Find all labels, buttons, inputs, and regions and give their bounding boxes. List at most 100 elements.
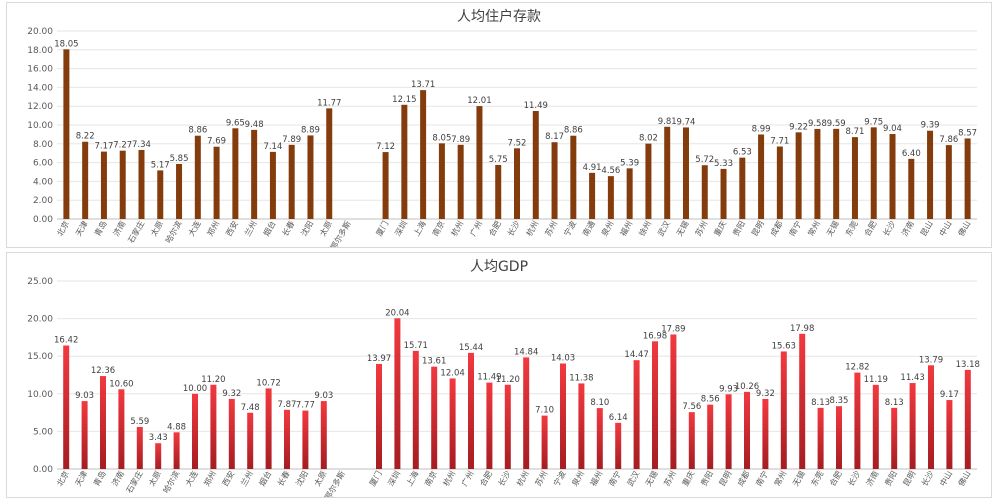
bar — [192, 393, 198, 469]
category-label: 南京 — [430, 219, 447, 238]
category-label: 郑州 — [201, 469, 218, 488]
bar — [210, 384, 217, 469]
bar — [382, 152, 389, 219]
data-label: 12.82 — [845, 363, 869, 373]
category-label: 成都 — [735, 469, 752, 488]
data-label: 9.32 — [756, 389, 775, 399]
category-label: 长沙 — [845, 469, 862, 488]
bar — [420, 90, 427, 219]
category-label: 武汉 — [625, 469, 642, 488]
y-tick-label: 4.00 — [33, 177, 53, 187]
category-label: 福州 — [619, 220, 635, 238]
data-label: 14.03 — [551, 353, 575, 363]
data-label: 5.59 — [130, 417, 149, 427]
y-tick-label: 16.00 — [27, 65, 53, 75]
category-label: 合肥 — [862, 219, 879, 238]
category-label: 昆明 — [902, 470, 918, 488]
bar — [63, 345, 70, 469]
category-label: 兰州 — [238, 469, 255, 488]
category-label: 太原 — [148, 219, 165, 238]
data-label: 16.98 — [643, 331, 667, 341]
bar — [486, 382, 493, 469]
category-label: 济南 — [111, 219, 128, 238]
category-label: 长沙 — [881, 219, 898, 238]
data-label: 7.69 — [207, 137, 226, 147]
data-label: 7.71 — [770, 137, 789, 147]
category-label: 长沙 — [919, 469, 936, 488]
data-label: 9.65 — [226, 118, 245, 128]
category-label: 太原 — [317, 219, 334, 238]
bar — [288, 144, 295, 219]
data-label: 8.22 — [76, 132, 95, 142]
category-label: 泉州 — [599, 219, 616, 238]
y-tick-label: 2.00 — [33, 196, 53, 206]
category-label: 北京 — [54, 469, 71, 488]
category-label: 成都 — [768, 219, 785, 238]
data-label: 9.03 — [75, 391, 94, 401]
data-label: 10.60 — [109, 379, 133, 389]
data-label: 9.59 — [827, 119, 846, 129]
data-label: 6.53 — [733, 148, 752, 158]
data-label: 15.71 — [404, 341, 428, 351]
data-label: 8.17 — [545, 132, 564, 142]
bar — [468, 352, 474, 469]
category-label: 南通 — [580, 219, 597, 238]
category-label: 青岛 — [91, 469, 108, 488]
bar — [909, 383, 916, 469]
category-label: 合肥 — [827, 469, 844, 488]
data-label: 12.36 — [91, 366, 115, 376]
data-label: 5.39 — [620, 158, 639, 168]
category-label: 济南 — [899, 219, 916, 238]
data-label: 3.43 — [149, 433, 168, 443]
category-label: 无锡 — [825, 220, 841, 238]
data-label: 8.99 — [752, 124, 771, 134]
category-label: 泉州 — [569, 469, 586, 488]
category-label: 长春 — [275, 469, 292, 488]
category-label: 上海 — [404, 469, 421, 488]
bar — [720, 168, 727, 219]
bar — [762, 398, 769, 469]
data-label: 10.72 — [256, 378, 280, 388]
data-label: 16.42 — [54, 336, 78, 346]
y-tick-label: 15.00 — [27, 352, 53, 362]
bar — [269, 151, 276, 219]
bar — [551, 142, 558, 219]
bar — [652, 341, 658, 469]
category-label: 杭州 — [449, 219, 466, 238]
bar — [118, 389, 125, 469]
data-label: 5.85 — [170, 154, 189, 164]
category-label: 南京 — [422, 469, 439, 488]
bar — [495, 164, 502, 219]
bar — [173, 432, 180, 469]
data-label: 9.81 — [658, 117, 677, 127]
data-label: 9.74 — [677, 117, 696, 127]
category-label: 青岛 — [92, 219, 109, 238]
category-label: 哈尔滨 — [163, 219, 184, 245]
bar — [157, 170, 164, 219]
category-label: 上海 — [411, 219, 428, 238]
category-label: 深圳 — [385, 469, 402, 488]
category-label: 杭州 — [441, 469, 458, 488]
bar — [302, 410, 309, 469]
category-label: 苏州 — [661, 469, 678, 488]
bar — [438, 143, 445, 219]
bar — [541, 415, 548, 469]
data-label: 13.79 — [919, 355, 943, 365]
category-label: 东莞 — [809, 469, 826, 488]
y-tick-label: 14.00 — [27, 83, 53, 93]
category-label: 南宁 — [787, 219, 804, 238]
data-label: 4.91 — [583, 163, 602, 173]
data-label: 8.05 — [432, 133, 451, 143]
bar — [155, 443, 162, 469]
data-label: 13.61 — [422, 357, 446, 367]
bar — [570, 135, 577, 219]
category-label: 无锡 — [791, 470, 807, 488]
bar — [964, 369, 971, 469]
bar — [645, 143, 652, 219]
bar — [707, 404, 714, 469]
data-label: 7.10 — [535, 406, 554, 416]
category-label: 昆明 — [750, 220, 766, 238]
bar — [596, 408, 603, 469]
data-label: 9.58 — [808, 119, 827, 129]
